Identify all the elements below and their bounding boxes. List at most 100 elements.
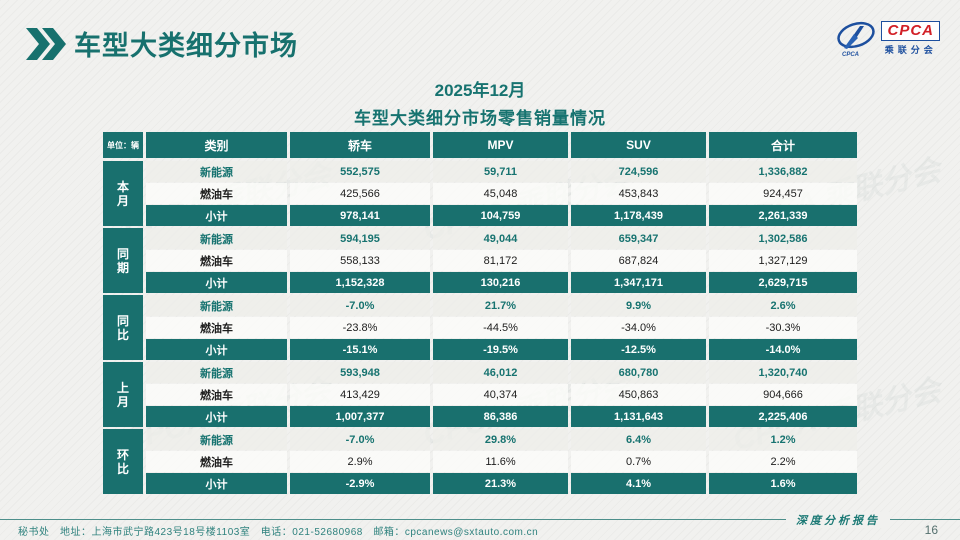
category-cell: 小计 (146, 339, 287, 360)
value-cell: 81,172 (433, 250, 568, 271)
value-cell: -7.0% (290, 429, 430, 450)
category-cell: 小计 (146, 406, 287, 427)
value-cell: 45,048 (433, 183, 568, 204)
value-cell: 1,007,377 (290, 406, 430, 427)
value-cell: -14.0% (709, 339, 857, 360)
value-cell: 413,429 (290, 384, 430, 405)
category-cell: 新能源 (146, 429, 287, 450)
table-group-4: 环比新能源 -7.0% 29.8% 6.4% 1.2% 燃油车 2.9% 11.6% 0.7% 2… (103, 429, 857, 494)
table-body: 本月新能源 552,575 59,711 724,596 1,336,882 燃油车 425… (103, 161, 857, 494)
category-cell: 小计 (146, 205, 287, 226)
category-cell: 小计 (146, 473, 287, 494)
value-cell: 680,780 (571, 362, 706, 383)
category-cell: 新能源 (146, 295, 287, 316)
footer-divider (0, 519, 960, 520)
value-cell: 2.9% (290, 451, 430, 472)
value-cell: 552,575 (290, 161, 430, 182)
category-cell: 小计 (146, 272, 287, 293)
category-cell: 新能源 (146, 161, 287, 182)
value-cell: 450,863 (571, 384, 706, 405)
value-cell: 2,261,339 (709, 205, 857, 226)
cpca-logo-text: CPCA 乘联分会 (881, 20, 940, 56)
value-cell: 453,843 (571, 183, 706, 204)
svg-text:CPCA: CPCA (842, 52, 859, 58)
value-cell: 4.1% (571, 473, 706, 494)
value-cell: 1,336,882 (709, 161, 857, 182)
category-cell: 新能源 (146, 362, 287, 383)
value-cell: -34.0% (571, 317, 706, 338)
table-group-3: 上月新能源 593,948 46,012 680,780 1,320,740 燃油车 413… (103, 362, 857, 427)
category-cell: 燃油车 (146, 250, 287, 271)
category-cell: 燃油车 (146, 451, 287, 472)
row-group-label: 环比 (103, 429, 143, 494)
value-cell: 29.8% (433, 429, 568, 450)
header: 车型大类细分市场 (26, 24, 298, 63)
value-cell: 1.6% (709, 473, 857, 494)
report-month: 2025年12月 (434, 81, 526, 100)
footer-contact: 秘书处 地址：上海市武宁路423号18号楼1103室 电话：021-526809… (18, 527, 539, 538)
value-cell: 558,133 (290, 250, 430, 271)
value-cell: 594,195 (290, 228, 430, 249)
value-cell: 130,216 (433, 272, 568, 293)
value-cell: 21.7% (433, 295, 568, 316)
value-cell: 2.6% (709, 295, 857, 316)
cpca-logo-oval-icon: CPCA (837, 21, 876, 58)
table-group-1: 同期新能源 594,195 49,044 659,347 1,302,586 燃油车 558… (103, 228, 857, 293)
col-header-mpv: MPV (433, 132, 568, 158)
cpca-logo: CPCA CPCA 乘联分会 (834, 18, 940, 58)
value-cell: 11.6% (433, 451, 568, 472)
report-subtitle: 车型大类细分市场零售销量情况 (354, 109, 606, 128)
row-group-label: 同期 (103, 228, 143, 293)
category-cell: 燃油车 (146, 384, 287, 405)
value-cell: -2.9% (290, 473, 430, 494)
value-cell: 924,457 (709, 183, 857, 204)
value-cell: 425,566 (290, 183, 430, 204)
value-cell: -30.3% (709, 317, 857, 338)
unit-label: 单位：辆 (103, 132, 143, 158)
value-cell: 1,152,328 (290, 272, 430, 293)
table-group-2: 同比新能源 -7.0% 21.7% 9.9% 2.6% 燃油车 -23.8% -44.5% -3… (103, 295, 857, 360)
category-cell: 新能源 (146, 228, 287, 249)
sales-table: 单位：辆 类别 轿车 MPV SUV 合计 本月新能源 552,575 59,711… (103, 132, 857, 496)
value-cell: 1,327,129 (709, 250, 857, 271)
row-group-label: 本月 (103, 161, 143, 226)
value-cell: -12.5% (571, 339, 706, 360)
value-cell: 1,131,643 (571, 406, 706, 427)
value-cell: 104,759 (433, 205, 568, 226)
value-cell: 86,386 (433, 406, 568, 427)
value-cell: 978,141 (290, 205, 430, 226)
value-cell: 6.4% (571, 429, 706, 450)
value-cell: 49,044 (433, 228, 568, 249)
value-cell: 21.3% (433, 473, 568, 494)
row-group-label: 上月 (103, 362, 143, 427)
value-cell: 904,666 (709, 384, 857, 405)
page-title: 车型大类细分市场 (74, 31, 298, 61)
page-number: 16 (924, 523, 938, 537)
value-cell: 1,302,586 (709, 228, 857, 249)
col-header-suv: SUV (571, 132, 706, 158)
value-cell: 0.7% (571, 451, 706, 472)
value-cell: 2.2% (709, 451, 857, 472)
category-cell: 燃油车 (146, 183, 287, 204)
value-cell: 1,320,740 (709, 362, 857, 383)
value-cell: 2,629,715 (709, 272, 857, 293)
double-chevron-icon (26, 27, 66, 60)
value-cell: 2,225,406 (709, 406, 857, 427)
value-cell: -23.8% (290, 317, 430, 338)
category-cell: 燃油车 (146, 317, 287, 338)
value-cell: 687,824 (571, 250, 706, 271)
value-cell: 724,596 (571, 161, 706, 182)
cpca-logo-acronym: CPCA (881, 20, 940, 41)
col-header-total: 合计 (709, 132, 857, 158)
value-cell: 1.2% (709, 429, 857, 450)
value-cell: 1,178,439 (571, 205, 706, 226)
cpca-logo-chinese: 乘联分会 (884, 44, 937, 55)
value-cell: -7.0% (290, 295, 430, 316)
value-cell: 46,012 (433, 362, 568, 383)
col-header-category: 类别 (146, 132, 287, 158)
value-cell: 9.9% (571, 295, 706, 316)
col-header-sedan: 轿车 (290, 132, 430, 158)
footer-report-label: 深度分析报告 (786, 512, 890, 528)
value-cell: 40,374 (433, 384, 568, 405)
table-group-0: 本月新能源 552,575 59,711 724,596 1,336,882 燃油车 425… (103, 161, 857, 226)
